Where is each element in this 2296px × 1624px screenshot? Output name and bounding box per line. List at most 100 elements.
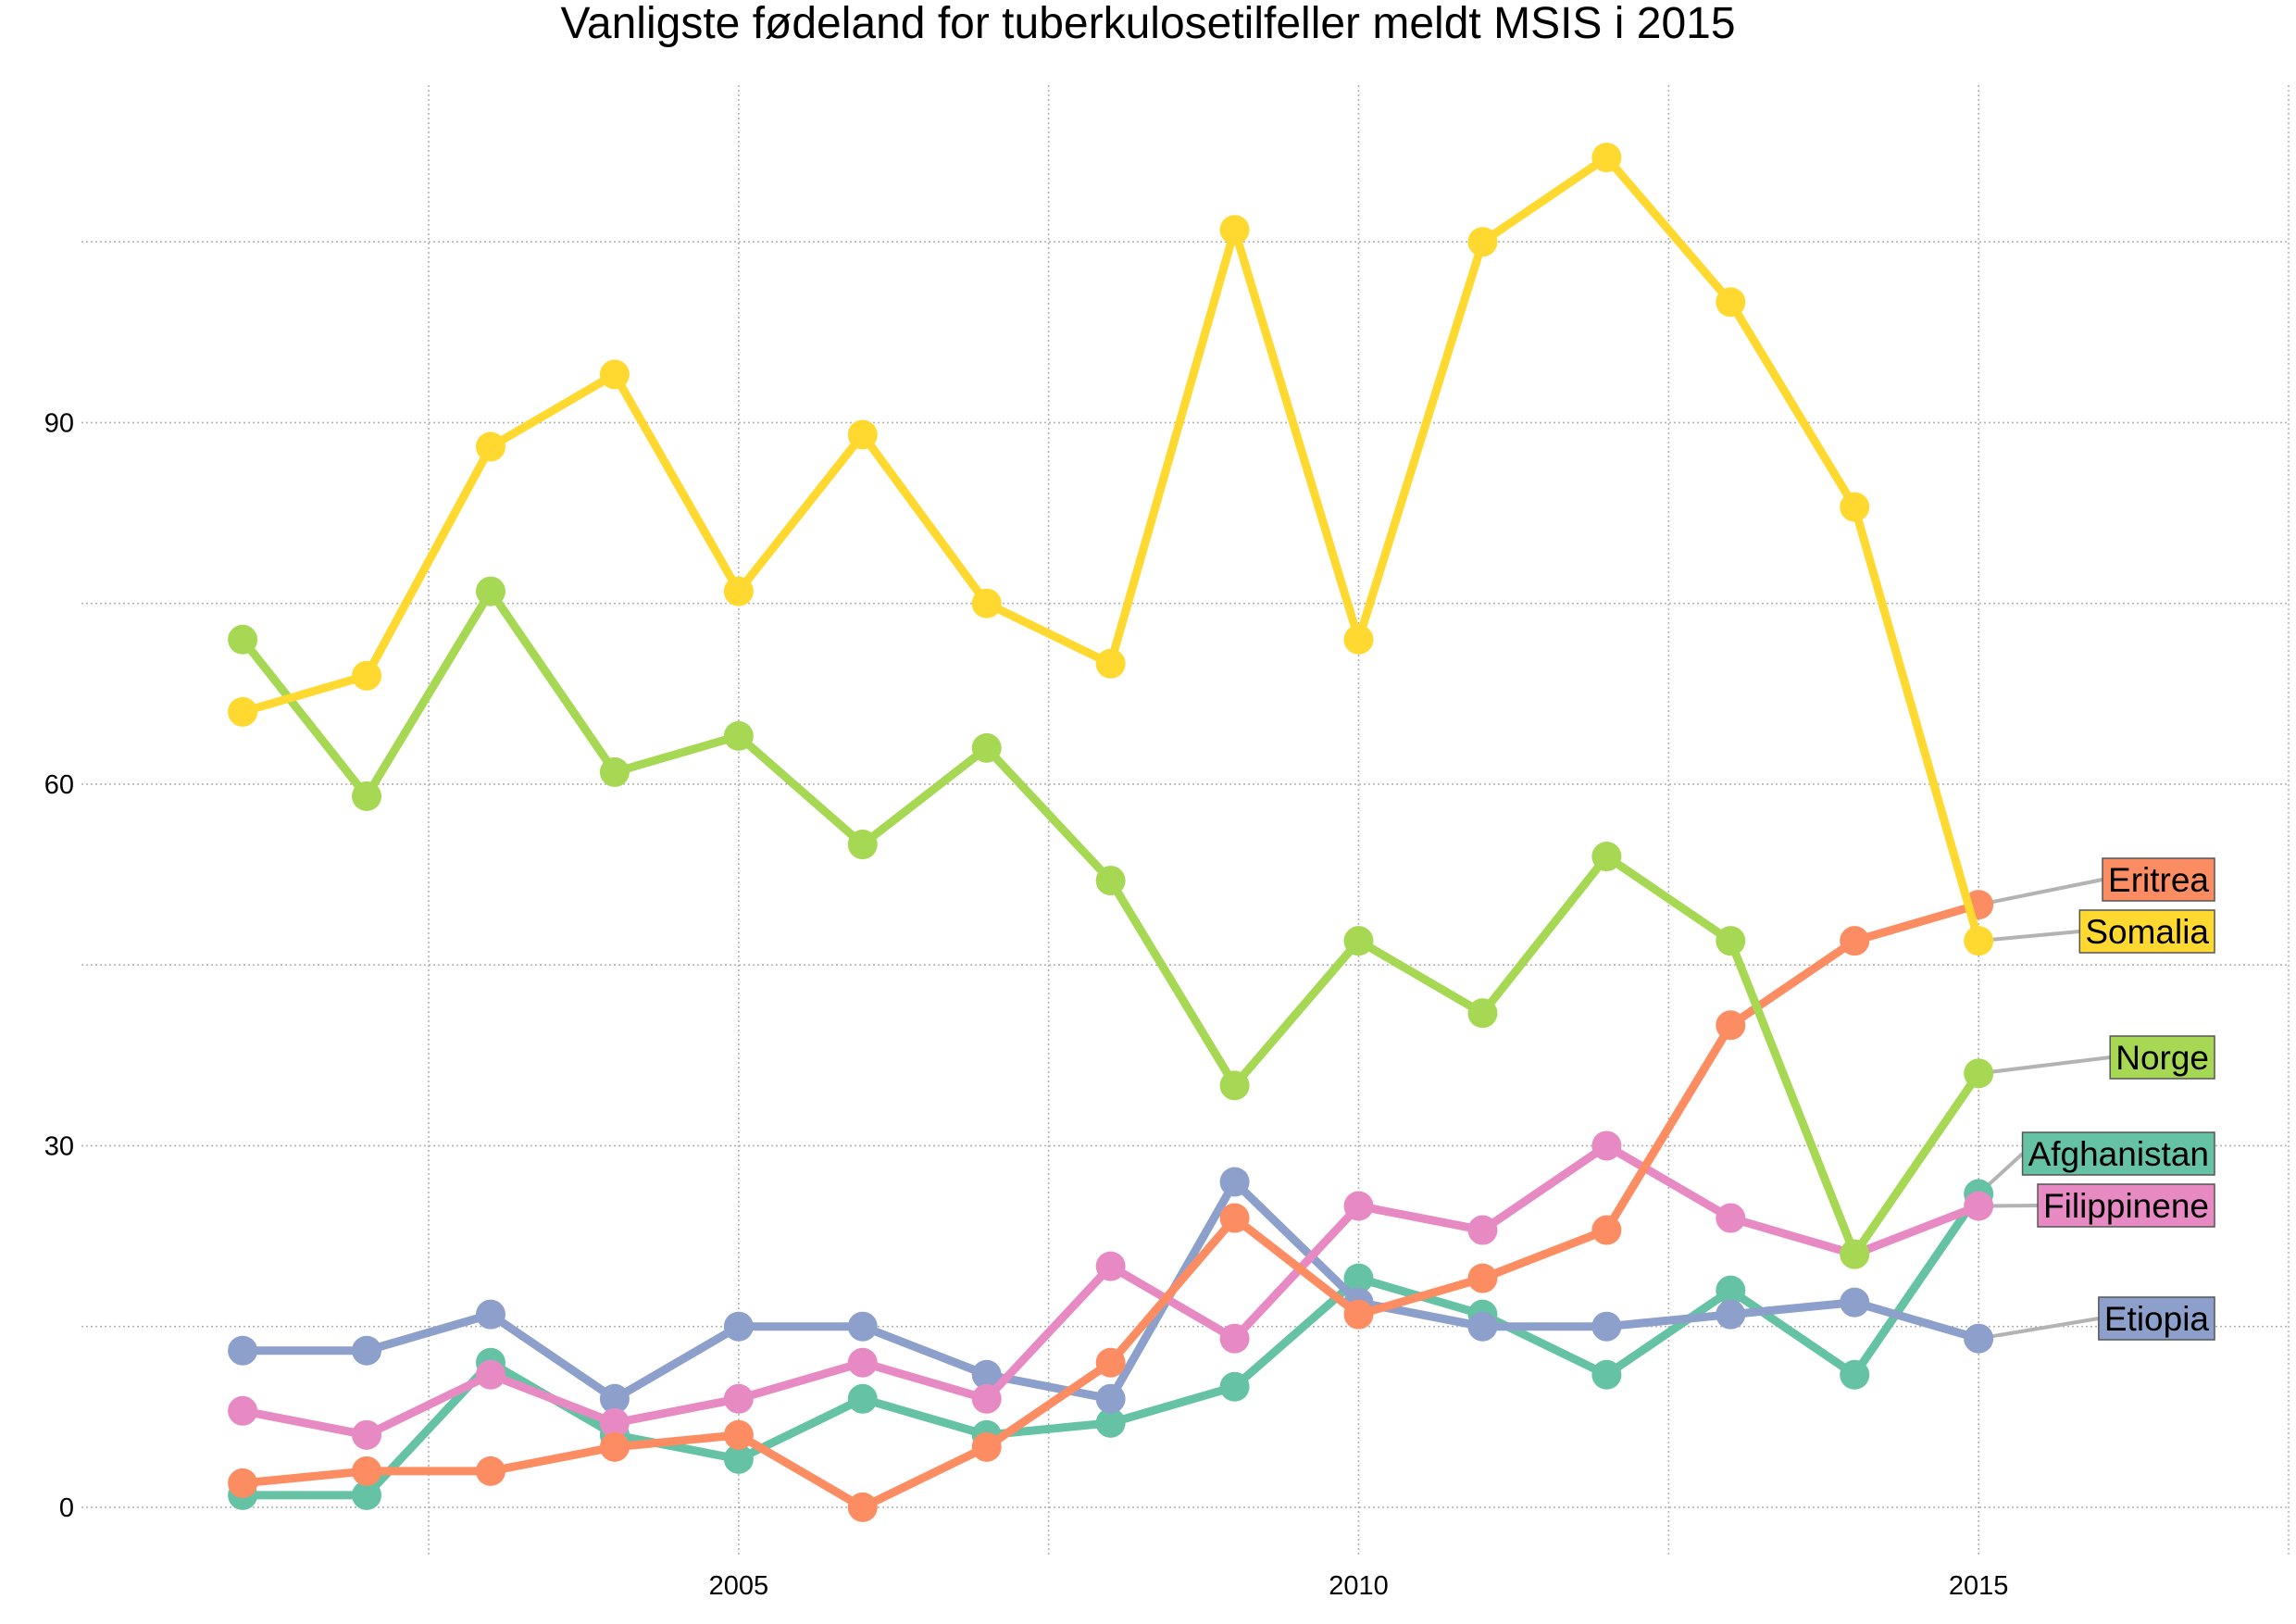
data-point (1964, 1191, 1994, 1221)
end-label-norge: Norge (2109, 1035, 2215, 1080)
data-point (847, 419, 878, 450)
data-point (599, 1431, 630, 1462)
series-eritrea (228, 890, 1994, 1522)
leader-line (1978, 878, 2103, 907)
data-point (599, 359, 630, 390)
x-tick-label: 2010 (1329, 1571, 1389, 1601)
data-point (1716, 1275, 1746, 1305)
data-point (1343, 926, 1374, 956)
data-point (723, 1443, 754, 1474)
data-point (475, 1359, 505, 1390)
end-label-box (2021, 1131, 2215, 1176)
end-label-text: Eritrea (2108, 861, 2209, 899)
data-point (1467, 1263, 1498, 1293)
data-point (228, 696, 258, 727)
axis-tick-labels: 0 30 60 90 2005 2010 2015 (44, 408, 2009, 1601)
data-point (1095, 1383, 1126, 1414)
data-point (352, 660, 382, 691)
data-point (475, 431, 505, 462)
x-tick-label: 2015 (1949, 1571, 2009, 1601)
data-point (1219, 1323, 1250, 1354)
data-point (1343, 1299, 1374, 1330)
data-point (1591, 842, 1622, 872)
data-point (1591, 143, 1622, 173)
series-line (238, 587, 1983, 1259)
data-point (1591, 1215, 1622, 1245)
data-point (971, 732, 1002, 763)
data-point (1840, 1239, 1870, 1269)
data-point (847, 1311, 878, 1342)
data-point (1467, 1311, 1498, 1342)
data-point (352, 1419, 382, 1450)
data-point (352, 781, 382, 811)
leader-line (1978, 1317, 2100, 1341)
series-somalia (228, 143, 1994, 956)
data-point (352, 1455, 382, 1486)
data-point (599, 756, 630, 787)
x-tick-label: 2005 (709, 1571, 769, 1601)
end-label-box (2037, 1183, 2215, 1228)
end-label-box (2102, 857, 2215, 902)
end-label-etiopia: Etiopia (2098, 1296, 2215, 1341)
end-label-text: Afghanistan (2028, 1135, 2209, 1173)
end-label-text: Norge (2115, 1039, 2209, 1077)
data-point (1840, 926, 1870, 956)
data-point (1095, 1251, 1126, 1281)
data-point (1716, 287, 1746, 318)
grid-lines (81, 85, 2290, 1555)
data-point (1591, 1359, 1622, 1390)
data-point (723, 1311, 754, 1342)
series-lines (228, 143, 1994, 1522)
data-point (1467, 1215, 1498, 1245)
data-point (1219, 1167, 1250, 1197)
data-point (1219, 215, 1250, 245)
end-labels: Afghanistan Etiopia Filippinene Eritrea Norg… (2021, 857, 2215, 1341)
chart-title: Vanligste fødeland for tuberkulosetilfel… (560, 0, 1736, 48)
data-point (475, 1455, 505, 1486)
data-point (1095, 1407, 1126, 1438)
y-tick-label: 0 (59, 1493, 74, 1523)
data-point (1095, 1347, 1126, 1378)
data-point (228, 624, 258, 655)
end-label-box (2098, 1296, 2215, 1341)
data-point (1716, 1299, 1746, 1330)
end-label-filippinene: Filippinene (2037, 1183, 2215, 1228)
end-label-somalia: Somalia (2078, 909, 2215, 954)
data-point (1219, 1203, 1250, 1233)
data-point (1964, 926, 1994, 956)
data-point (723, 576, 754, 606)
end-label-text: Etiopia (2104, 1300, 2210, 1338)
data-point (228, 1468, 258, 1498)
data-point (1343, 1191, 1374, 1221)
data-point (847, 830, 878, 860)
data-point (1219, 1070, 1250, 1101)
data-point (847, 1383, 878, 1414)
data-point (228, 1395, 258, 1426)
data-point (475, 576, 505, 606)
data-point (1840, 1287, 1870, 1318)
data-point (1591, 1131, 1622, 1161)
data-point (352, 1335, 382, 1366)
data-point (1095, 648, 1126, 679)
data-point (723, 1419, 754, 1450)
data-point (971, 588, 1002, 618)
leader-line (1978, 1056, 2111, 1076)
data-point (1095, 866, 1126, 896)
end-label-afghanistan: Afghanistan (2021, 1131, 2215, 1176)
data-point (1964, 1323, 1994, 1354)
data-point (1343, 1263, 1374, 1293)
data-point (723, 720, 754, 751)
data-point (971, 1431, 1002, 1462)
series-line (238, 1190, 1983, 1500)
data-point (1467, 998, 1498, 1029)
data-point (1964, 1058, 1994, 1089)
data-point (847, 1347, 878, 1378)
data-point (1840, 1359, 1870, 1390)
series-norge (228, 576, 1994, 1269)
y-tick-label: 60 (44, 770, 74, 800)
data-point (847, 1492, 878, 1522)
end-label-eritrea: Eritrea (2102, 857, 2215, 902)
y-tick-label: 30 (44, 1131, 74, 1161)
y-tick-label: 90 (44, 408, 74, 438)
